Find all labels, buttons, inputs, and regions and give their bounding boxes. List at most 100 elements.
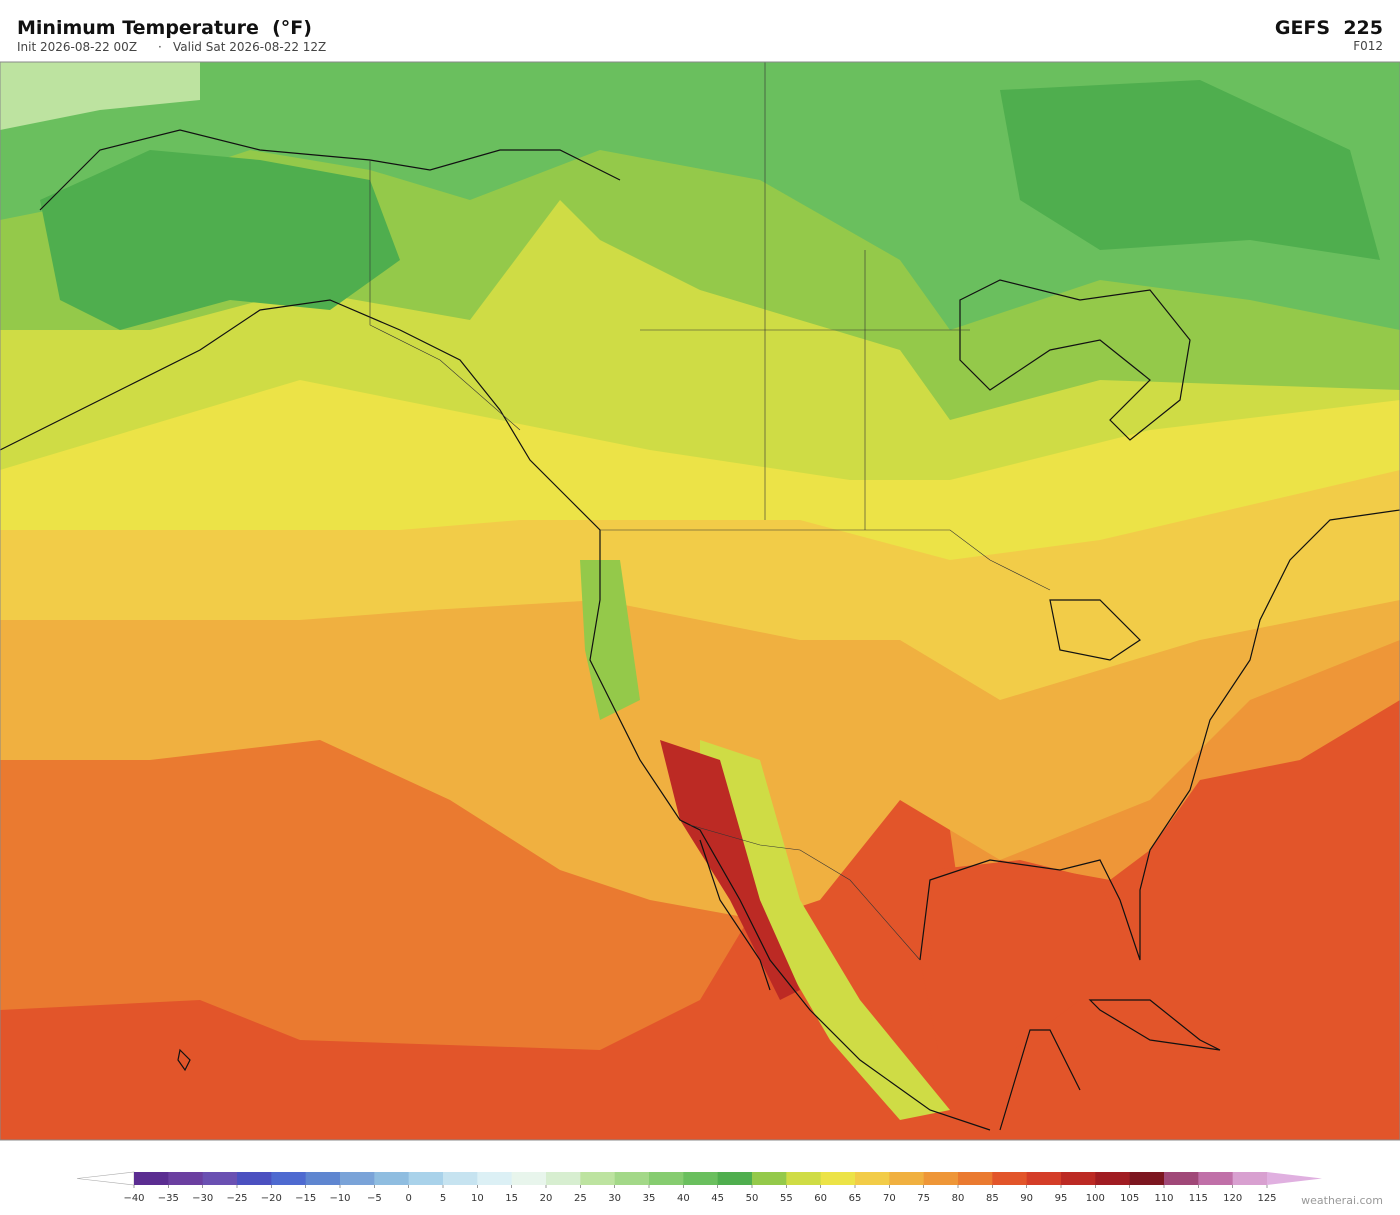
colorbar-segment: [923, 1172, 959, 1185]
colorbar-tick-label: 60: [814, 1193, 827, 1204]
coastline: [959, 279, 1191, 441]
colorbar-tick-label: 45: [711, 1193, 724, 1204]
island: [1088, 999, 1221, 1051]
colorbar-segment: [992, 1172, 1028, 1185]
colorbar-segment: [305, 1172, 341, 1185]
valid-time: Valid Sat 2026-08-22 12Z: [173, 40, 326, 54]
border: [640, 62, 970, 530]
field-layer: [700, 740, 950, 1120]
colorbar-segment: [374, 1172, 410, 1185]
borders: [369, 62, 1051, 961]
colorbar-tick-label: 75: [917, 1193, 930, 1204]
colorbar-segment: [134, 1172, 169, 1185]
map: [0, 61, 1400, 1141]
colorbar-tick-label: 110: [1154, 1193, 1173, 1204]
colorbar-segment: [237, 1172, 272, 1185]
colorbar-segment: [1061, 1172, 1096, 1185]
colorbar-segment: [202, 1172, 238, 1185]
credit: weatherai.com: [1301, 1194, 1383, 1207]
colorbar-tick-label: 25: [574, 1193, 587, 1204]
colorbar-segment: [443, 1172, 478, 1185]
colorbar-tick-label: 125: [1257, 1193, 1276, 1204]
colorbar-tick-label: 10: [471, 1193, 484, 1204]
colorbar-segment: [649, 1172, 684, 1185]
coastline: [919, 509, 1400, 961]
colorbar-segment: [958, 1172, 993, 1185]
colorbar-segment: [1198, 1172, 1234, 1185]
field-layer: [1000, 80, 1380, 260]
colorbar-tick-label: −25: [226, 1193, 247, 1204]
colorbar-tick-label: 55: [780, 1193, 793, 1204]
colorbar-tick-label: −35: [158, 1193, 179, 1204]
colorbar-over: [1267, 1172, 1322, 1185]
colorbar-tick-label: 15: [505, 1193, 518, 1204]
colorbar-tick-label: 5: [440, 1193, 446, 1204]
great-lakes: [1049, 599, 1141, 661]
colorbar-tick-label: 85: [986, 1193, 999, 1204]
colorbar-segment: [889, 1172, 925, 1185]
colorbar-segment: [614, 1172, 650, 1185]
coastline: [0, 299, 991, 1131]
colorbar-tick-label: −10: [329, 1193, 350, 1204]
model: GEFS 225: [1275, 17, 1383, 39]
field-layer: [40, 150, 400, 330]
colorbar-tick-label: −5: [367, 1193, 382, 1204]
colorbar-tick-label: 120: [1223, 1193, 1242, 1204]
temperature-field: [0, 62, 1400, 1140]
colorbar-tick-label: −15: [295, 1193, 316, 1204]
colorbar-tick-label: 65: [849, 1193, 862, 1204]
colorbar-segment: [168, 1172, 204, 1185]
colorbar-tick-label: 35: [643, 1193, 656, 1204]
colorbar-segment: [271, 1172, 307, 1185]
colorbar-tick-label: 50: [746, 1193, 759, 1204]
colorbar-tick-label: 20: [540, 1193, 553, 1204]
colorbar-segment: [1026, 1172, 1062, 1185]
colorbar-segment: [717, 1172, 753, 1185]
colorbar-tick-label: 0: [405, 1193, 411, 1204]
colorbar-segment: [546, 1172, 581, 1185]
colorbar-segment: [340, 1172, 375, 1185]
colorbar-tick-label: 115: [1189, 1193, 1208, 1204]
colorbar-tick-label: −40: [123, 1193, 144, 1204]
colorbar-segment: [820, 1172, 856, 1185]
coastline: [699, 839, 771, 991]
init-time: Init 2026-08-22 00Z: [17, 40, 137, 54]
colorbar-segment: [511, 1172, 547, 1185]
colorbar-tick-label: −30: [192, 1193, 213, 1204]
colorbar-segment: [477, 1172, 513, 1185]
map-frame: [0, 61, 1400, 1141]
border: [689, 824, 921, 961]
colorbar-segment: [752, 1172, 787, 1185]
colorbar-segment: [855, 1172, 890, 1185]
colorbar-tick-label: 105: [1120, 1193, 1139, 1204]
colorbar-segment: [786, 1172, 822, 1185]
border: [600, 529, 1051, 591]
island: [177, 1048, 191, 1072]
colorbar-segment: [1232, 1172, 1268, 1185]
title: Minimum Temperature (°F): [17, 17, 312, 39]
colorbar-segment: [408, 1172, 444, 1185]
colorbar-tick-label: 40: [677, 1193, 690, 1204]
field-layer: [580, 560, 640, 720]
colorbar-segment: [1164, 1172, 1199, 1185]
colorbar-segment: [1095, 1172, 1131, 1185]
colorbar-tick-label: 30: [608, 1193, 621, 1204]
colorbar-segment: [683, 1172, 719, 1185]
separator: ·: [158, 40, 162, 54]
colorbar-tick-label: 100: [1086, 1193, 1105, 1204]
colorbar-tick-label: 80: [952, 1193, 965, 1204]
colorbar-tick-label: 90: [1020, 1193, 1033, 1204]
colorbar-segment: [1129, 1172, 1165, 1185]
colorbar-under: [76, 1171, 135, 1186]
coastline: [999, 1029, 1081, 1131]
gulf: [920, 860, 1120, 1060]
colorbar-tick-label: −20: [261, 1193, 282, 1204]
colorbar: −40 −35 −30 −25 −20 −15 −10 −5 0 5 10 15 20 25 30 35 40 4…: [76, 1171, 1322, 1204]
field-layer: [660, 740, 800, 1000]
colorbar-tick-label: 70: [883, 1193, 896, 1204]
colorbar-tick-label: 95: [1055, 1193, 1068, 1204]
colorbar-segment: [580, 1172, 616, 1185]
forecast-hour: F012: [1353, 39, 1383, 53]
